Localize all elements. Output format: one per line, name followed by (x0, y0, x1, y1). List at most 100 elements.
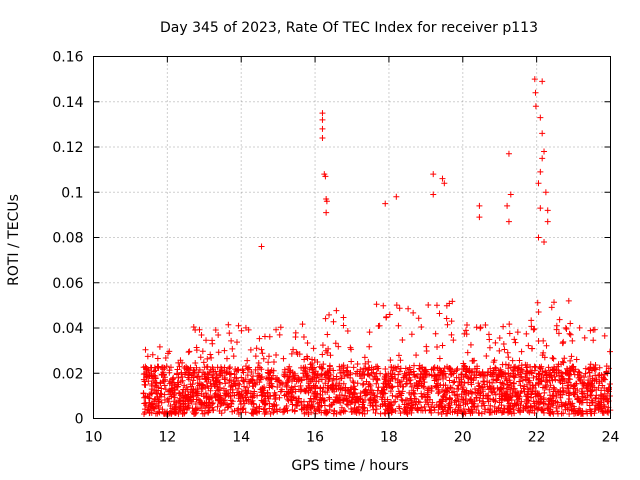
data-point (440, 394, 447, 401)
data-point (414, 372, 421, 379)
data-point (564, 406, 571, 413)
x-tick-label: 12 (158, 430, 176, 446)
data-point (174, 384, 181, 391)
data-point (439, 386, 446, 393)
data-point (546, 386, 553, 393)
data-point (423, 368, 430, 375)
data-point (481, 408, 488, 415)
data-point (595, 372, 602, 379)
data-point (448, 371, 455, 378)
data-point (424, 393, 431, 400)
data-point (559, 358, 566, 365)
data-point (499, 391, 506, 398)
data-point (596, 371, 603, 378)
data-point (258, 373, 265, 380)
data-point (397, 410, 404, 417)
data-point (393, 393, 400, 400)
data-point (215, 349, 222, 356)
data-point (217, 396, 224, 403)
data-point (417, 375, 424, 382)
data-point (577, 372, 584, 379)
data-point (389, 370, 396, 377)
data-point (450, 337, 457, 344)
data-point (532, 89, 539, 96)
data-points (140, 76, 614, 417)
y-axis-label: ROTI / TECUs (6, 194, 22, 286)
data-point (305, 410, 312, 417)
data-point (193, 409, 200, 416)
data-point (426, 396, 433, 403)
data-point (603, 396, 610, 403)
data-point (372, 373, 379, 380)
data-point (441, 180, 448, 187)
data-point (431, 406, 438, 413)
data-point (241, 378, 248, 385)
data-point (496, 347, 503, 354)
data-point (276, 377, 283, 384)
data-point (537, 399, 544, 406)
data-point (566, 330, 573, 337)
data-point (205, 409, 212, 416)
data-point (317, 384, 324, 391)
data-point (464, 349, 471, 356)
data-point (408, 383, 415, 390)
data-point (539, 78, 546, 85)
y-tick-label: 0.12 (52, 140, 83, 156)
data-point (479, 388, 486, 395)
data-point (575, 368, 582, 375)
data-point (265, 370, 272, 377)
data-point (185, 404, 192, 411)
data-point (238, 374, 245, 381)
data-point (319, 351, 326, 358)
data-point (389, 367, 396, 374)
data-point (178, 407, 185, 414)
data-point (168, 379, 175, 386)
data-point (549, 377, 556, 384)
data-point (238, 391, 245, 398)
data-point (500, 340, 507, 347)
data-point (298, 364, 305, 371)
data-point (221, 376, 228, 383)
data-point (244, 372, 251, 379)
data-point (596, 380, 603, 387)
data-point (156, 409, 163, 416)
data-point (440, 375, 447, 382)
data-point (408, 409, 415, 416)
data-point (551, 299, 558, 306)
data-point (456, 378, 463, 385)
data-point (505, 218, 512, 225)
data-point (382, 365, 389, 372)
data-point (461, 330, 468, 337)
data-point (421, 403, 428, 410)
data-point (458, 393, 465, 400)
data-point (479, 372, 486, 379)
data-point (248, 410, 255, 417)
data-point (485, 386, 492, 393)
data-point (280, 355, 287, 362)
x-tick-label: 18 (380, 430, 398, 446)
data-point (354, 361, 361, 368)
data-point (552, 376, 559, 383)
data-point (379, 387, 386, 394)
data-point (199, 348, 206, 355)
data-point (270, 359, 277, 366)
data-point (305, 380, 312, 387)
data-point (280, 409, 287, 416)
data-point (324, 388, 331, 395)
data-point (364, 407, 371, 414)
data-point (484, 372, 491, 379)
data-point (360, 399, 367, 406)
data-point (229, 345, 236, 352)
data-point (545, 397, 552, 404)
data-point (416, 378, 423, 385)
data-point (166, 378, 173, 385)
data-point (402, 372, 409, 379)
data-point (523, 330, 530, 337)
data-point (476, 202, 483, 209)
data-point (204, 363, 211, 370)
data-point (537, 168, 544, 175)
data-point (359, 399, 366, 406)
data-point (250, 373, 257, 380)
data-point (545, 364, 552, 371)
data-point (599, 382, 606, 389)
